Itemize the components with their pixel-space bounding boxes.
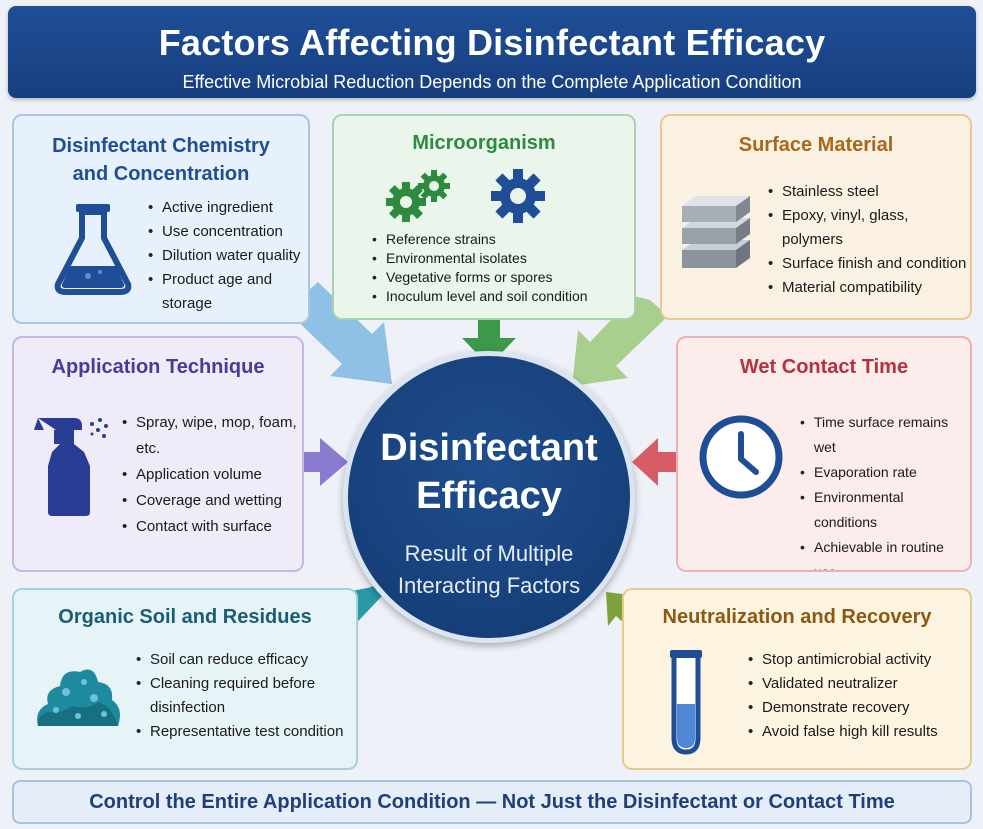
center-title-line-1: Disinfectant: [380, 427, 598, 469]
center-subtitle-line-1: Result of Multiple: [404, 541, 574, 566]
factor-list-microorganism: Reference strains Environmental isolates…: [362, 230, 588, 306]
factor-title-wet-contact: Wet Contact Time: [739, 356, 909, 378]
list-item: Time surface remains wet: [800, 410, 970, 460]
factor-title-microorganism: Microorganism: [412, 132, 556, 154]
factor-card-microorganism: Microorganism: [332, 114, 636, 320]
factor-title-chemistry: Disinfectant Chemistry and Concentration: [14, 132, 308, 188]
factor-card-organic: Organic Soil and Residues Soil can reduc…: [12, 588, 358, 770]
factor-list-surface: Stainless steel Epoxy, vinyl, glass, pol…: [758, 180, 970, 300]
list-item: Vegetative forms or spores: [372, 268, 588, 287]
clock-icon: [699, 415, 783, 499]
factor-card-neutralization: Neutralization and Recovery Stop antimic…: [622, 588, 972, 770]
footer-text: Control the Entire Application Condition…: [89, 791, 895, 813]
gear-icon: [386, 169, 545, 223]
center-subtitle-line-2: Interacting Factors: [397, 573, 581, 598]
list-item: Dilution water quality: [148, 244, 308, 268]
soil-pile-icon: [37, 669, 120, 726]
arrow-surface: [572, 296, 668, 386]
factor-list-application: Spray, wipe, mop, foam, etc. Application…: [112, 410, 302, 540]
factor-list-chemistry: Active ingredient Use concentration Dilu…: [138, 196, 308, 316]
footer-banner: Control the Entire Application Condition…: [12, 780, 972, 824]
spray-bottle-icon: [34, 418, 108, 516]
list-item: Epoxy, vinyl, glass, polymers: [768, 204, 970, 252]
test-tube-icon: [670, 650, 702, 755]
list-item: Environmental conditions: [800, 485, 970, 535]
flask-icon: [54, 204, 132, 295]
list-item: Soil can reduce efficacy: [136, 648, 356, 672]
list-item: Achievable in routine use: [800, 535, 970, 570]
list-item: Avoid false high kill results: [748, 720, 938, 744]
list-item: Stop antimicrobial activity: [748, 648, 938, 672]
page-title: Factors Affecting Disinfectant Efficacy: [158, 22, 826, 63]
center-title: Disinfectant Efficacy: [348, 424, 630, 520]
factor-title-surface: Surface Material: [738, 134, 894, 156]
list-item: Use concentration: [148, 220, 308, 244]
list-item: Validated neutralizer: [748, 672, 938, 696]
page-subtitle: Effective Microbial Reduction Depends on…: [182, 72, 802, 92]
center-title-line-2: Efficacy: [416, 475, 562, 517]
list-item: Contact with surface: [122, 514, 302, 540]
factor-card-surface: Surface Material Stainless steel Epoxy, …: [660, 114, 972, 320]
factor-title-organic: Organic Soil and Residues: [58, 606, 312, 628]
list-item: Cleaning required before disinfection: [136, 672, 356, 720]
list-item: Stainless steel: [768, 180, 970, 204]
list-item: Inoculum level and soil condition: [372, 287, 588, 306]
factor-list-organic: Soil can reduce efficacy Cleaning requir…: [126, 648, 356, 744]
arrow-application: [302, 438, 348, 486]
list-item: Reference strains: [372, 230, 588, 249]
factor-list-wet-contact: Time surface remains wet Evaporation rat…: [790, 410, 970, 570]
list-item: Representative test condition: [136, 720, 356, 744]
list-item: Environmental isolates: [372, 249, 588, 268]
list-item: Product age and storage: [148, 268, 308, 316]
header-banner: Factors Affecting Disinfectant Efficacy …: [8, 6, 976, 98]
arrow-wet-contact: [632, 438, 676, 486]
factor-card-chemistry: Disinfectant Chemistry and Concentration…: [12, 114, 310, 324]
factor-title-line-1: Disinfectant Chemistry: [52, 135, 270, 157]
center-subtitle: Result of Multiple Interacting Factors: [348, 538, 630, 602]
factor-card-application: Application Technique Spray, wipe, mop, …: [12, 336, 304, 572]
material-stack-icon: [682, 196, 750, 268]
list-item: Application volume: [122, 462, 302, 488]
list-item: Active ingredient: [148, 196, 308, 220]
list-item: Coverage and wetting: [122, 488, 302, 514]
center-efficacy-circle: Disinfectant Efficacy Result of Multiple…: [343, 351, 635, 643]
factor-title-neutralization: Neutralization and Recovery: [662, 606, 932, 628]
list-item: Evaporation rate: [800, 460, 970, 485]
list-item: Spray, wipe, mop, foam, etc.: [122, 410, 302, 462]
factor-title-line-2: and Concentration: [72, 163, 250, 185]
list-item: Material compatibility: [768, 276, 970, 300]
list-item: Surface finish and condition: [768, 252, 970, 276]
factor-title-application: Application Technique: [51, 356, 265, 378]
factor-list-neutralization: Stop antimicrobial activity Validated ne…: [738, 648, 938, 744]
factor-card-wet-contact: Wet Contact Time Time surface remains we…: [676, 336, 972, 572]
arrow-chemistry: [288, 282, 392, 384]
list-item: Demonstrate recovery: [748, 696, 938, 720]
